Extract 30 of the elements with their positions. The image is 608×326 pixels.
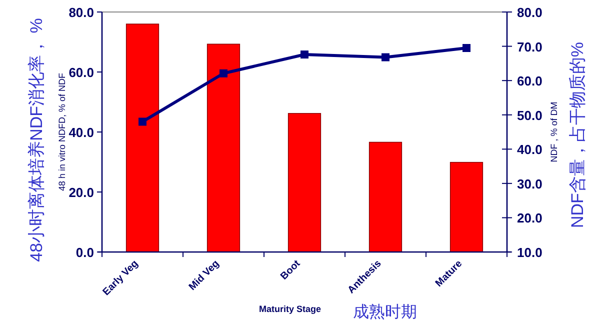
y2-tick-label: 40.0 [517, 142, 542, 158]
y2-tick-label: 20.0 [517, 210, 542, 226]
bar [126, 24, 160, 252]
x-axis-title: Maturity Stage [258, 304, 322, 314]
y2-tick-label: 70.0 [517, 39, 542, 54]
y-axis-title: 48 h in vitro NDFD, % of NDF [57, 72, 67, 192]
y-tick-label: 0.0 [76, 245, 94, 260]
y2-tick-label: 80.0 [517, 5, 542, 20]
point [220, 69, 228, 78]
y-tick-label: 20.0 [68, 185, 94, 200]
text: 48小时离体培养NDF消化率， % [27, 18, 46, 262]
y-tick-label: 40.0 [68, 125, 94, 140]
y-tick-label: 60.0 [68, 65, 94, 80]
bar [288, 113, 322, 252]
text: NDF含量，占干物质的% [568, 42, 587, 228]
y-tick-label: 80.0 [68, 5, 94, 20]
y2-tick-label: 10.0 [517, 245, 542, 260]
x-tick-label: Mid Veg [187, 258, 222, 293]
y2-tick-label: 50.0 [517, 108, 542, 123]
point [462, 44, 470, 52]
point [138, 118, 146, 126]
bar [450, 162, 484, 252]
bar [368, 142, 402, 252]
y2-axis-title: NDF , % of DM [549, 102, 559, 162]
y2-tick-label: 60.0 [517, 74, 542, 89]
bar [206, 44, 240, 252]
point [382, 53, 390, 62]
text: 成熟时期 [353, 303, 417, 321]
y2-tick-label: 30.0 [517, 176, 542, 192]
point [300, 50, 308, 59]
